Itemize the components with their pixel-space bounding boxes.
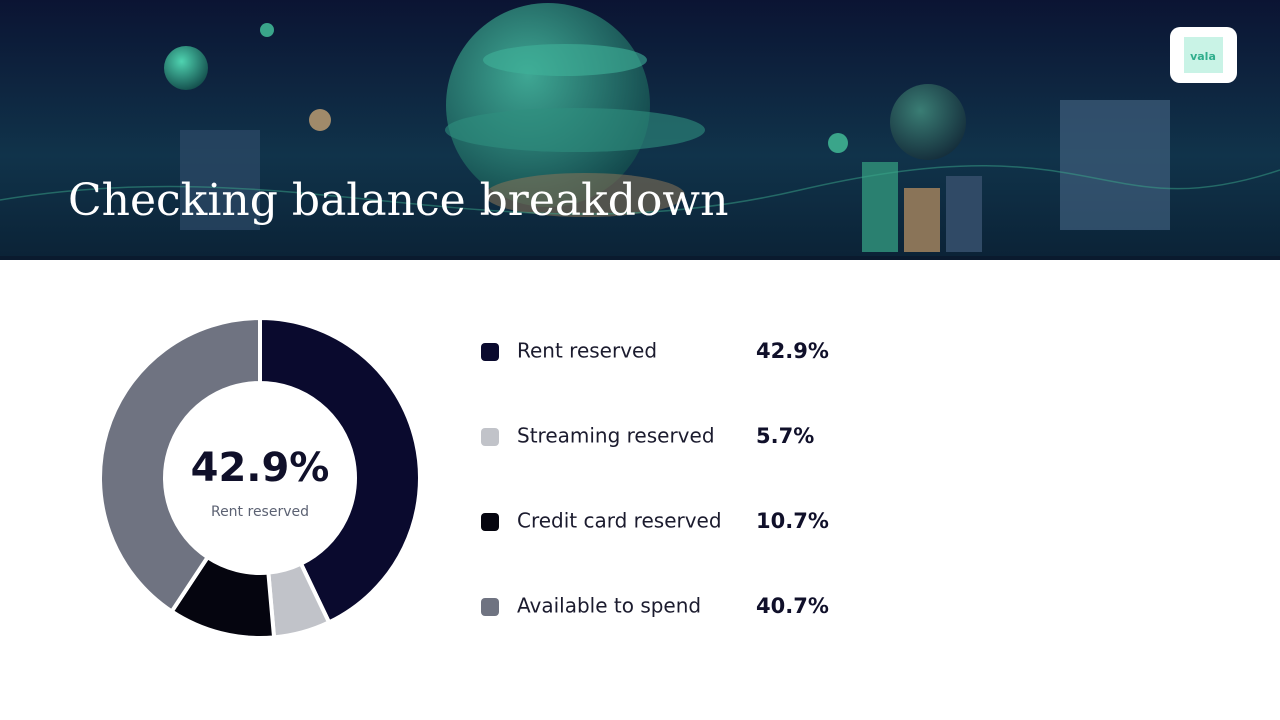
banner xyxy=(0,0,1280,260)
logo-text: vala xyxy=(1190,50,1216,63)
donut-segment xyxy=(258,315,422,626)
legend-value: 42.9% xyxy=(756,339,829,363)
legend-swatch xyxy=(481,598,499,616)
legend-value: 5.7% xyxy=(756,424,814,448)
donut-chart xyxy=(98,315,422,640)
legend-swatch xyxy=(481,513,499,531)
donut-segment xyxy=(98,315,262,615)
legend-label: Rent reserved xyxy=(517,339,657,363)
legend-swatch xyxy=(481,428,499,446)
chart-title: Checking balance breakdown xyxy=(68,175,728,226)
legend-swatch xyxy=(481,343,499,361)
legend-value: 10.7% xyxy=(756,509,829,533)
legend-value: 40.7% xyxy=(756,594,829,618)
center-value: 42.9% xyxy=(191,445,330,491)
legend-label: Available to spend xyxy=(517,594,701,618)
center-label: Rent reserved xyxy=(211,504,309,520)
legend: Rent reserved 42.9% Streaming reserved 5.7%… xyxy=(481,339,829,618)
legend-label: Streaming reserved xyxy=(517,424,715,448)
legend-label: Credit card reserved xyxy=(517,509,722,533)
logo: vala xyxy=(1170,27,1237,83)
